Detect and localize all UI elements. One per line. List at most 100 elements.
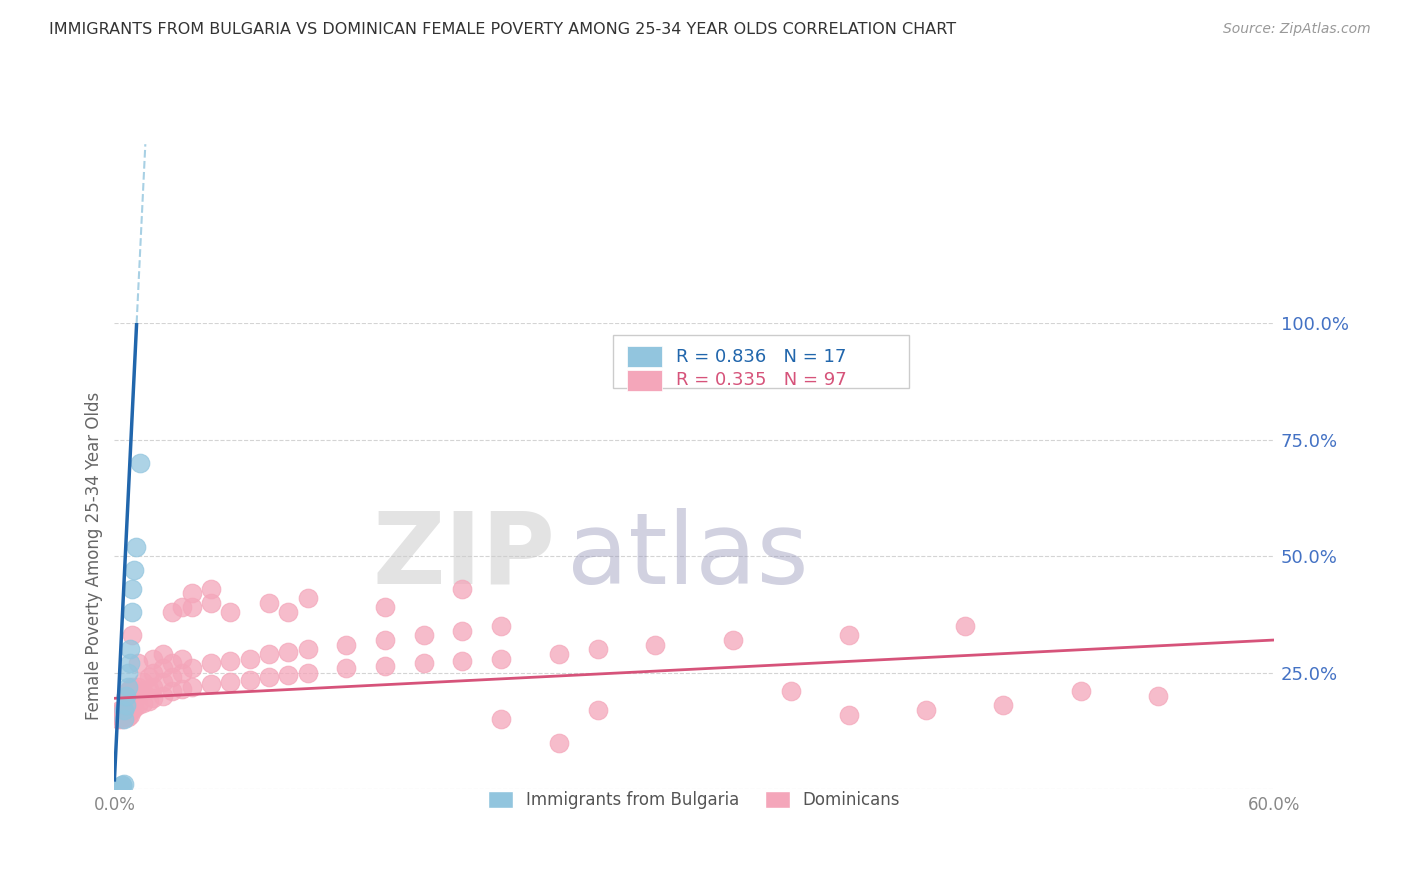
- Point: [117, 665, 139, 680]
- Point: [117, 691, 139, 706]
- Point: [108, 780, 131, 794]
- Point: [277, 645, 299, 659]
- Point: [200, 582, 222, 596]
- Point: [152, 661, 174, 675]
- Point: [121, 680, 143, 694]
- Point: [111, 712, 134, 726]
- Point: [115, 698, 138, 713]
- Point: [118, 707, 141, 722]
- Text: R = 0.836   N = 17: R = 0.836 N = 17: [676, 348, 846, 366]
- Point: [412, 657, 434, 671]
- Point: [257, 647, 280, 661]
- Point: [112, 777, 135, 791]
- Point: [112, 703, 135, 717]
- Point: [200, 657, 222, 671]
- Point: [219, 654, 242, 668]
- Point: [138, 681, 160, 696]
- Point: [779, 684, 801, 698]
- Point: [489, 712, 512, 726]
- Point: [111, 778, 134, 792]
- Point: [451, 654, 474, 668]
- Point: [152, 689, 174, 703]
- Point: [277, 605, 299, 619]
- Point: [180, 661, 202, 675]
- Y-axis label: Female Poverty Among 25-34 Year Olds: Female Poverty Among 25-34 Year Olds: [86, 392, 103, 720]
- Point: [117, 710, 139, 724]
- Point: [108, 707, 131, 722]
- Point: [170, 665, 193, 680]
- Point: [121, 582, 143, 596]
- Point: [915, 703, 938, 717]
- Point: [115, 689, 138, 703]
- Point: [374, 600, 396, 615]
- Point: [118, 657, 141, 671]
- Point: [180, 680, 202, 694]
- Point: [451, 624, 474, 638]
- Point: [142, 691, 165, 706]
- Point: [838, 707, 860, 722]
- Point: [115, 689, 138, 703]
- Point: [721, 633, 744, 648]
- Point: [118, 681, 141, 696]
- Point: [121, 628, 143, 642]
- Point: [297, 591, 319, 605]
- Point: [127, 689, 149, 703]
- Point: [122, 700, 145, 714]
- Point: [112, 710, 135, 724]
- Point: [586, 642, 609, 657]
- Point: [152, 647, 174, 661]
- Point: [489, 619, 512, 633]
- Point: [132, 684, 155, 698]
- Bar: [627, 346, 662, 368]
- Point: [112, 706, 135, 720]
- Point: [127, 680, 149, 694]
- Text: IMMIGRANTS FROM BULGARIA VS DOMINICAN FEMALE POVERTY AMONG 25-34 YEAR OLDS CORRE: IMMIGRANTS FROM BULGARIA VS DOMINICAN FE…: [49, 22, 956, 37]
- Point: [121, 689, 143, 703]
- Point: [122, 681, 145, 696]
- Point: [993, 698, 1015, 713]
- Legend: Immigrants from Bulgaria, Dominicans: Immigrants from Bulgaria, Dominicans: [481, 784, 907, 816]
- Point: [108, 703, 131, 717]
- Point: [138, 693, 160, 707]
- Point: [219, 675, 242, 690]
- Point: [297, 642, 319, 657]
- Point: [170, 600, 193, 615]
- Text: atlas: atlas: [567, 508, 808, 605]
- Point: [219, 605, 242, 619]
- Point: [128, 456, 150, 470]
- Point: [121, 605, 143, 619]
- Point: [121, 696, 143, 710]
- Point: [162, 657, 184, 671]
- Point: [138, 670, 160, 684]
- Point: [644, 638, 666, 652]
- Point: [489, 651, 512, 665]
- Point: [115, 707, 138, 722]
- Point: [277, 668, 299, 682]
- Point: [107, 712, 129, 726]
- Point: [412, 628, 434, 642]
- Point: [838, 628, 860, 642]
- Point: [124, 540, 146, 554]
- Point: [111, 779, 134, 793]
- Point: [180, 600, 202, 615]
- Point: [547, 736, 569, 750]
- Point: [374, 658, 396, 673]
- Point: [162, 684, 184, 698]
- Point: [180, 586, 202, 600]
- Point: [170, 681, 193, 696]
- Point: [117, 700, 139, 714]
- Point: [297, 665, 319, 680]
- Point: [142, 651, 165, 665]
- Point: [1070, 684, 1092, 698]
- Point: [374, 633, 396, 648]
- Point: [257, 596, 280, 610]
- Point: [132, 696, 155, 710]
- Point: [115, 703, 138, 717]
- Point: [117, 706, 139, 720]
- Bar: [627, 369, 662, 391]
- Text: Source: ZipAtlas.com: Source: ZipAtlas.com: [1223, 22, 1371, 37]
- Point: [117, 684, 139, 698]
- Point: [117, 680, 139, 694]
- Text: ZIP: ZIP: [373, 508, 555, 605]
- Point: [239, 651, 262, 665]
